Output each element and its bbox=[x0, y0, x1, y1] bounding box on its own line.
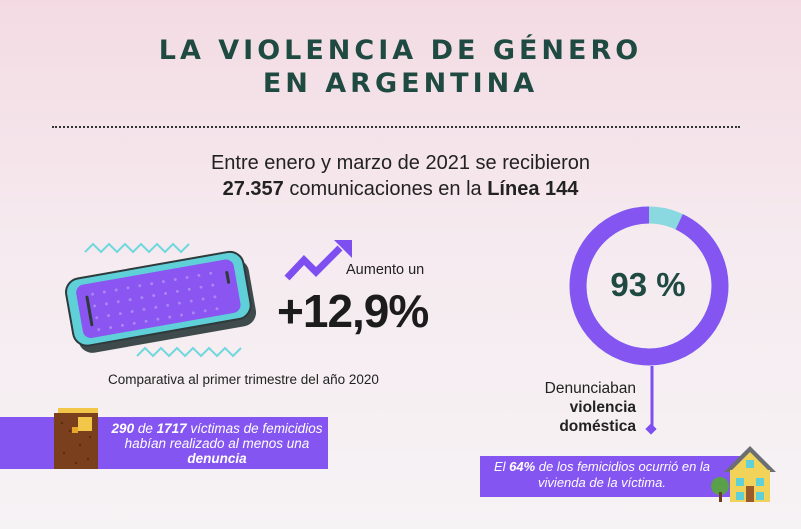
femicides-t2: víctimas de femicidios habían realizado … bbox=[124, 421, 323, 451]
complaint-label: Denunciaban violencia doméstica bbox=[500, 379, 636, 436]
vibration-lines-top-icon bbox=[84, 242, 190, 254]
complaint-percent: 93 % bbox=[610, 266, 686, 303]
phone-icon bbox=[65, 242, 257, 358]
home-banner bbox=[480, 456, 745, 497]
house-icon bbox=[711, 446, 776, 502]
comparison-note: Comparativa al primer trimestre del año … bbox=[108, 372, 379, 387]
complaint-line-1: Denunciaban bbox=[544, 380, 636, 397]
donut-fill bbox=[569, 206, 729, 366]
trend-up-arrow-icon bbox=[284, 240, 352, 281]
femicides-n2: 1717 bbox=[156, 421, 187, 436]
home-t1: El bbox=[493, 459, 510, 474]
increase-value: +12,9% bbox=[277, 285, 429, 337]
intro-mid: comunicaciones en la bbox=[283, 178, 488, 200]
donut-chart bbox=[569, 206, 729, 435]
femicides-text: 290 de 1717 víctimas de femicidios había… bbox=[108, 421, 326, 466]
dotted-divider bbox=[52, 126, 740, 128]
case-folder-icon bbox=[54, 408, 98, 469]
intro-text: Entre enero y marzo de 2021 se recibiero… bbox=[0, 150, 801, 202]
increase-label: Aumento un bbox=[346, 262, 425, 278]
home-text: El 64% de los femicidios ocurrió en la v… bbox=[484, 459, 720, 491]
home-t2: de los femicidios ocurrió en la vivienda… bbox=[535, 459, 711, 490]
complaint-line-3: doméstica bbox=[559, 418, 636, 435]
intro-line-name: Línea 144 bbox=[487, 178, 579, 200]
complaint-line-2: violencia bbox=[569, 399, 636, 416]
title-line-2: EN ARGENTINA bbox=[262, 68, 539, 99]
donut-pointer-dot bbox=[645, 423, 657, 435]
title-line-1: LA VIOLENCIA DE GÉNERO bbox=[158, 35, 643, 66]
home-pct: 64% bbox=[509, 459, 536, 474]
femicides-t3: denuncia bbox=[187, 451, 247, 466]
femicides-t1: de bbox=[134, 421, 157, 436]
intro-line-2: 27.357 comunicaciones en la Línea 144 bbox=[0, 176, 801, 202]
vibration-lines-bottom-icon bbox=[136, 346, 242, 358]
page-title: LA VIOLENCIA DE GÉNERO EN ARGENTINA bbox=[0, 34, 801, 100]
intro-line-1: Entre enero y marzo de 2021 se recibiero… bbox=[210, 152, 591, 174]
femicides-n1: 290 bbox=[111, 421, 135, 436]
intro-count: 27.357 bbox=[222, 178, 284, 200]
